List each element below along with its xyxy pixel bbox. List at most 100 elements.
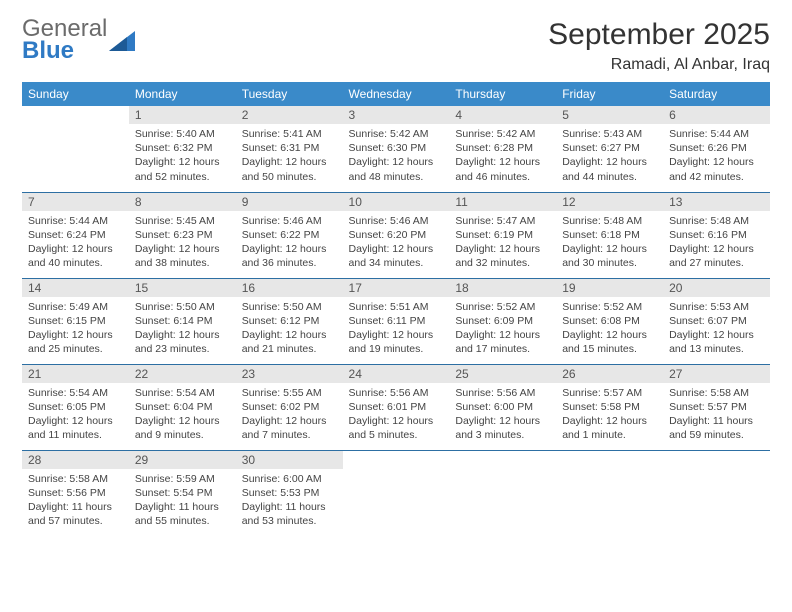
brand-text: General Blue <box>22 18 107 61</box>
calendar-row: 1Sunrise: 5:40 AMSunset: 6:32 PMDaylight… <box>22 106 770 192</box>
day-content: Sunrise: 5:48 AMSunset: 6:18 PMDaylight:… <box>556 211 663 275</box>
calendar-cell: 19Sunrise: 5:52 AMSunset: 6:08 PMDayligh… <box>556 278 663 364</box>
day-number: 14 <box>22 279 129 297</box>
daylight-text: Daylight: 12 hours and 27 minutes. <box>669 242 764 270</box>
calendar-cell: 1Sunrise: 5:40 AMSunset: 6:32 PMDaylight… <box>129 106 236 192</box>
day-number: 24 <box>343 365 450 383</box>
sunset-text: Sunset: 6:18 PM <box>562 228 657 242</box>
day-content: Sunrise: 5:42 AMSunset: 6:28 PMDaylight:… <box>449 124 556 188</box>
daylight-text: Daylight: 12 hours and 46 minutes. <box>455 155 550 183</box>
daylight-text: Daylight: 12 hours and 44 minutes. <box>562 155 657 183</box>
calendar-cell: 22Sunrise: 5:54 AMSunset: 6:04 PMDayligh… <box>129 364 236 450</box>
sunrise-text: Sunrise: 5:59 AM <box>135 472 230 486</box>
day-number: 17 <box>343 279 450 297</box>
day-number: 26 <box>556 365 663 383</box>
day-number: 6 <box>663 106 770 124</box>
calendar-cell <box>449 450 556 536</box>
daylight-text: Daylight: 12 hours and 23 minutes. <box>135 328 230 356</box>
daylight-text: Daylight: 12 hours and 17 minutes. <box>455 328 550 356</box>
calendar-cell: 18Sunrise: 5:52 AMSunset: 6:09 PMDayligh… <box>449 278 556 364</box>
daylight-text: Daylight: 11 hours and 59 minutes. <box>669 414 764 442</box>
sunset-text: Sunset: 6:14 PM <box>135 314 230 328</box>
calendar-cell: 6Sunrise: 5:44 AMSunset: 6:26 PMDaylight… <box>663 106 770 192</box>
weekday-header: Saturday <box>663 82 770 106</box>
weekday-header: Wednesday <box>343 82 450 106</box>
weekday-header: Friday <box>556 82 663 106</box>
sunrise-text: Sunrise: 5:46 AM <box>242 214 337 228</box>
daylight-text: Daylight: 12 hours and 5 minutes. <box>349 414 444 442</box>
calendar-row: 21Sunrise: 5:54 AMSunset: 6:05 PMDayligh… <box>22 364 770 450</box>
sunrise-text: Sunrise: 5:52 AM <box>562 300 657 314</box>
day-number: 7 <box>22 193 129 211</box>
sunrise-text: Sunrise: 5:56 AM <box>455 386 550 400</box>
sunset-text: Sunset: 6:15 PM <box>28 314 123 328</box>
sunrise-text: Sunrise: 5:54 AM <box>135 386 230 400</box>
day-content: Sunrise: 5:58 AMSunset: 5:56 PMDaylight:… <box>22 469 129 533</box>
daylight-text: Daylight: 12 hours and 13 minutes. <box>669 328 764 356</box>
day-number: 5 <box>556 106 663 124</box>
calendar-row: 7Sunrise: 5:44 AMSunset: 6:24 PMDaylight… <box>22 192 770 278</box>
day-number: 18 <box>449 279 556 297</box>
daylight-text: Daylight: 12 hours and 50 minutes. <box>242 155 337 183</box>
sunrise-text: Sunrise: 5:43 AM <box>562 127 657 141</box>
daylight-text: Daylight: 12 hours and 15 minutes. <box>562 328 657 356</box>
sunrise-text: Sunrise: 5:57 AM <box>562 386 657 400</box>
calendar-cell: 21Sunrise: 5:54 AMSunset: 6:05 PMDayligh… <box>22 364 129 450</box>
calendar-cell: 27Sunrise: 5:58 AMSunset: 5:57 PMDayligh… <box>663 364 770 450</box>
day-content: Sunrise: 5:54 AMSunset: 6:05 PMDaylight:… <box>22 383 129 447</box>
sunrise-text: Sunrise: 5:55 AM <box>242 386 337 400</box>
day-content: Sunrise: 5:44 AMSunset: 6:26 PMDaylight:… <box>663 124 770 188</box>
sunrise-text: Sunrise: 5:44 AM <box>28 214 123 228</box>
calendar-cell: 24Sunrise: 5:56 AMSunset: 6:01 PMDayligh… <box>343 364 450 450</box>
day-content: Sunrise: 5:55 AMSunset: 6:02 PMDaylight:… <box>236 383 343 447</box>
sunset-text: Sunset: 6:31 PM <box>242 141 337 155</box>
day-content: Sunrise: 5:56 AMSunset: 6:00 PMDaylight:… <box>449 383 556 447</box>
sunset-text: Sunset: 6:12 PM <box>242 314 337 328</box>
daylight-text: Daylight: 12 hours and 40 minutes. <box>28 242 123 270</box>
daylight-text: Daylight: 12 hours and 48 minutes. <box>349 155 444 183</box>
daylight-text: Daylight: 12 hours and 11 minutes. <box>28 414 123 442</box>
day-number: 9 <box>236 193 343 211</box>
daylight-text: Daylight: 12 hours and 21 minutes. <box>242 328 337 356</box>
day-number: 25 <box>449 365 556 383</box>
daylight-text: Daylight: 12 hours and 36 minutes. <box>242 242 337 270</box>
sunset-text: Sunset: 5:58 PM <box>562 400 657 414</box>
sunset-text: Sunset: 6:24 PM <box>28 228 123 242</box>
sunset-text: Sunset: 6:07 PM <box>669 314 764 328</box>
calendar-cell: 3Sunrise: 5:42 AMSunset: 6:30 PMDaylight… <box>343 106 450 192</box>
calendar-cell: 20Sunrise: 5:53 AMSunset: 6:07 PMDayligh… <box>663 278 770 364</box>
sunrise-text: Sunrise: 5:41 AM <box>242 127 337 141</box>
day-content: Sunrise: 5:56 AMSunset: 6:01 PMDaylight:… <box>343 383 450 447</box>
day-content: Sunrise: 5:50 AMSunset: 6:12 PMDaylight:… <box>236 297 343 361</box>
calendar-cell <box>22 106 129 192</box>
sunrise-text: Sunrise: 5:58 AM <box>669 386 764 400</box>
day-content: Sunrise: 5:45 AMSunset: 6:23 PMDaylight:… <box>129 211 236 275</box>
weekday-header-row: Sunday Monday Tuesday Wednesday Thursday… <box>22 82 770 106</box>
calendar-cell <box>343 450 450 536</box>
sunset-text: Sunset: 6:28 PM <box>455 141 550 155</box>
day-content: Sunrise: 5:50 AMSunset: 6:14 PMDaylight:… <box>129 297 236 361</box>
sunrise-text: Sunrise: 5:50 AM <box>135 300 230 314</box>
day-number: 8 <box>129 193 236 211</box>
sunrise-text: Sunrise: 5:46 AM <box>349 214 444 228</box>
day-content: Sunrise: 5:57 AMSunset: 5:58 PMDaylight:… <box>556 383 663 447</box>
calendar-cell: 26Sunrise: 5:57 AMSunset: 5:58 PMDayligh… <box>556 364 663 450</box>
calendar-cell: 28Sunrise: 5:58 AMSunset: 5:56 PMDayligh… <box>22 450 129 536</box>
month-title: September 2025 <box>548 18 770 52</box>
day-number: 10 <box>343 193 450 211</box>
daylight-text: Daylight: 12 hours and 32 minutes. <box>455 242 550 270</box>
day-content: Sunrise: 5:48 AMSunset: 6:16 PMDaylight:… <box>663 211 770 275</box>
daylight-text: Daylight: 12 hours and 7 minutes. <box>242 414 337 442</box>
sunset-text: Sunset: 5:54 PM <box>135 486 230 500</box>
weekday-header: Thursday <box>449 82 556 106</box>
sunrise-text: Sunrise: 5:51 AM <box>349 300 444 314</box>
day-content: Sunrise: 5:42 AMSunset: 6:30 PMDaylight:… <box>343 124 450 188</box>
day-number: 11 <box>449 193 556 211</box>
sunset-text: Sunset: 6:01 PM <box>349 400 444 414</box>
day-content: Sunrise: 5:59 AMSunset: 5:54 PMDaylight:… <box>129 469 236 533</box>
brand-logo: General Blue <box>22 18 135 61</box>
weekday-header: Tuesday <box>236 82 343 106</box>
sunrise-text: Sunrise: 5:44 AM <box>669 127 764 141</box>
day-number: 12 <box>556 193 663 211</box>
sunrise-text: Sunrise: 5:54 AM <box>28 386 123 400</box>
